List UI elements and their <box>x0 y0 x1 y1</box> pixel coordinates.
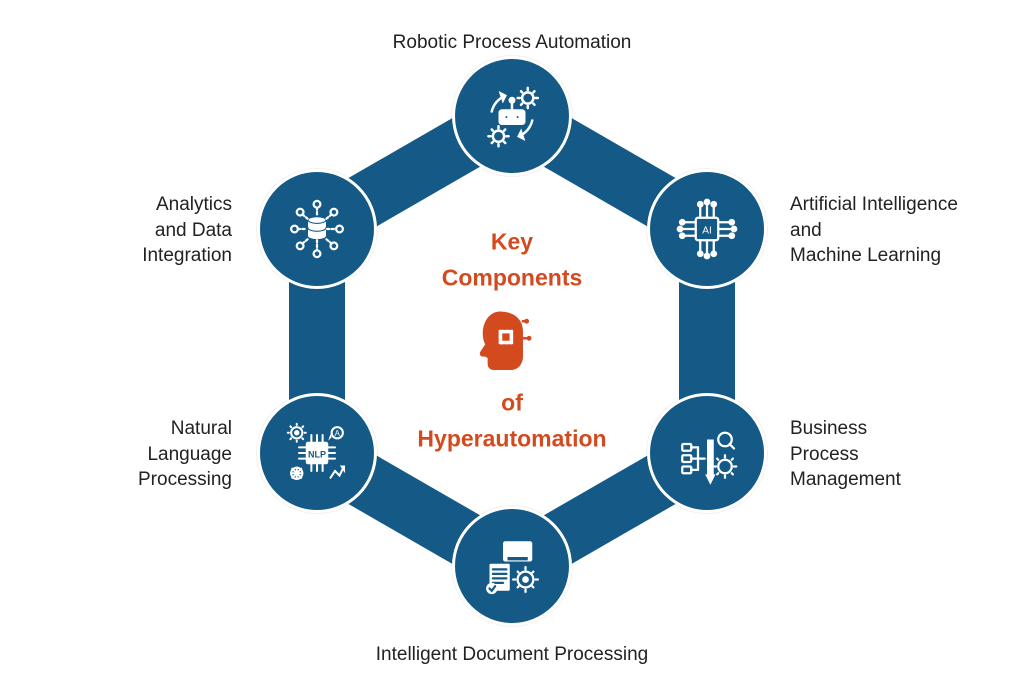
label-rpa-line1: Robotic Process Automation <box>352 30 672 56</box>
label-idp-line1: Intelligent Document Processing <box>352 642 672 668</box>
node-analytics <box>257 169 377 289</box>
svg-text:NLP: NLP <box>308 450 326 460</box>
label-nlp-line3: Processing <box>138 467 232 493</box>
node-nlp: NLP A <box>257 393 377 513</box>
label-ai-ml-line2: and <box>790 218 958 244</box>
center-title-line3: of <box>362 386 662 422</box>
label-nlp-line1: Natural <box>138 416 232 442</box>
label-analytics: Analytics and Data Integration <box>142 192 232 269</box>
node-ai-ml: AI <box>647 169 767 289</box>
label-ai-ml-line1: Artificial Intelligence <box>790 192 958 218</box>
label-idp: Intelligent Document Processing <box>352 642 672 668</box>
center-title-line4: Hyperautomation <box>362 422 662 458</box>
node-idp <box>452 506 572 626</box>
label-bpm-line1: Business <box>790 416 901 442</box>
label-analytics-line2: and Data <box>142 218 232 244</box>
svg-text:A: A <box>335 429 341 438</box>
center-block: Key Components of Hyperautomation <box>362 225 662 458</box>
process-pencil-icon <box>671 417 743 489</box>
label-ai-ml: Artificial Intelligence and Machine Lear… <box>790 192 958 269</box>
label-nlp-line2: Language <box>138 442 232 468</box>
center-title-line2: Components <box>362 260 662 296</box>
doc-gear-icon <box>476 530 548 602</box>
label-nlp: Natural Language Processing <box>138 416 232 493</box>
label-analytics-line1: Analytics <box>142 192 232 218</box>
svg-text:AI: AI <box>702 226 712 237</box>
ai-head-icon <box>473 302 551 380</box>
label-bpm-line3: Management <box>790 467 901 493</box>
nlp-chip-icon: NLP A <box>281 417 353 489</box>
node-rpa <box>452 56 572 176</box>
label-ai-ml-line3: Machine Learning <box>790 243 958 269</box>
label-bpm-line2: Process <box>790 442 901 468</box>
node-bpm <box>647 393 767 513</box>
label-rpa: Robotic Process Automation <box>352 30 672 56</box>
label-analytics-line3: Integration <box>142 243 232 269</box>
hyperautomation-diagram: Key Components of Hyperautomation <box>0 0 1024 683</box>
label-bpm: Business Process Management <box>790 416 901 493</box>
center-title-line1: Key <box>362 225 662 261</box>
robot-gears-icon <box>476 80 548 152</box>
data-hub-icon <box>281 193 353 265</box>
ai-chip-icon: AI <box>671 193 743 265</box>
